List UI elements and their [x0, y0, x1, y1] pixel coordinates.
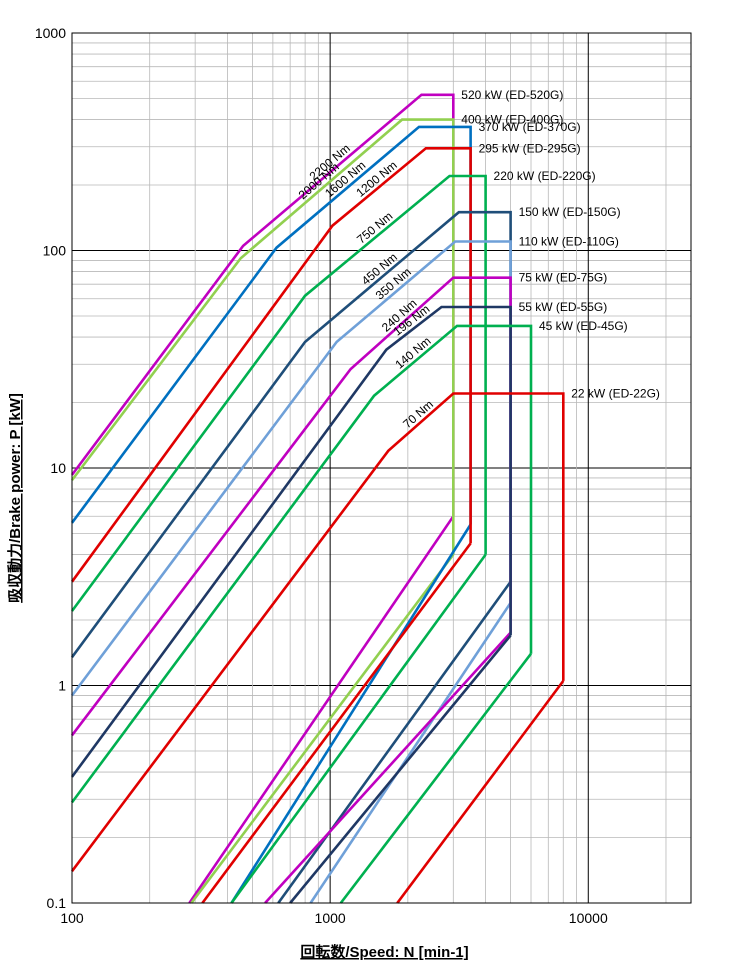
series-name-label: 75 kW (ED-75G) — [519, 271, 608, 285]
series-name-label: 110 kW (ED-110G) — [519, 234, 619, 248]
x-tick-label: 10000 — [569, 910, 608, 926]
y-tick-label: 10 — [50, 460, 66, 476]
series-name-label: 400 kW (ED-400G) — [461, 113, 563, 127]
series-lower-line-0 — [188, 515, 455, 904]
series-lower-line-5 — [277, 580, 512, 904]
series-lower-line-10 — [396, 680, 565, 904]
series-line-1 — [70, 118, 455, 555]
series-lower-line-2 — [230, 523, 472, 904]
series-line-4 — [70, 174, 487, 612]
tick-labels: 100 1000 10000 0.1 1 10 100 1000 — [35, 25, 608, 926]
y-tick-label: 0.1 — [47, 895, 67, 911]
series-line-8 — [70, 305, 512, 778]
series-lower-line-4 — [230, 553, 487, 904]
series-name-label: 520 kW (ED-520G) — [461, 88, 563, 102]
x-axis-title: 回転数/Speed: N [min-1] — [300, 943, 468, 961]
grid — [71, 32, 691, 904]
series-name-label: 150 kW (ED-150G) — [519, 205, 621, 219]
series-name-label: 55 kW (ED-55G) — [519, 300, 608, 314]
series-name-label: 370 kW (ED-370G) — [479, 120, 581, 134]
series-lines — [70, 93, 565, 904]
series-name-label: 45 kW (ED-45G) — [539, 319, 628, 333]
y-axis-title: 吸収動力/Brake power: P [kW] — [6, 393, 24, 603]
y-tick-label: 1 — [58, 678, 66, 694]
plot-frame — [71, 32, 692, 904]
series-lower-line-1 — [190, 553, 455, 904]
series-line-3 — [70, 147, 472, 583]
series-line-0 — [70, 93, 455, 517]
series-line-10 — [70, 392, 565, 872]
series-lower-line-6 — [309, 602, 512, 904]
series-name-label: 220 kW (ED-220G) — [494, 169, 596, 183]
series-lower-line-9 — [339, 652, 533, 904]
y-tick-label: 100 — [43, 243, 67, 259]
y-tick-label: 1000 — [35, 25, 66, 41]
series-name-label: 22 kW (ED-22G) — [571, 387, 660, 401]
series-lower-line-8 — [289, 634, 512, 904]
torque-label: 750 Nm — [354, 209, 395, 247]
series-lower-line-7 — [264, 631, 512, 904]
x-tick-label: 1000 — [315, 910, 346, 926]
series-name-label: 295 kW (ED-295G) — [479, 141, 581, 155]
series-lower-line-3 — [201, 542, 472, 904]
series-line-9 — [70, 324, 533, 804]
x-tick-label: 100 — [60, 910, 84, 926]
